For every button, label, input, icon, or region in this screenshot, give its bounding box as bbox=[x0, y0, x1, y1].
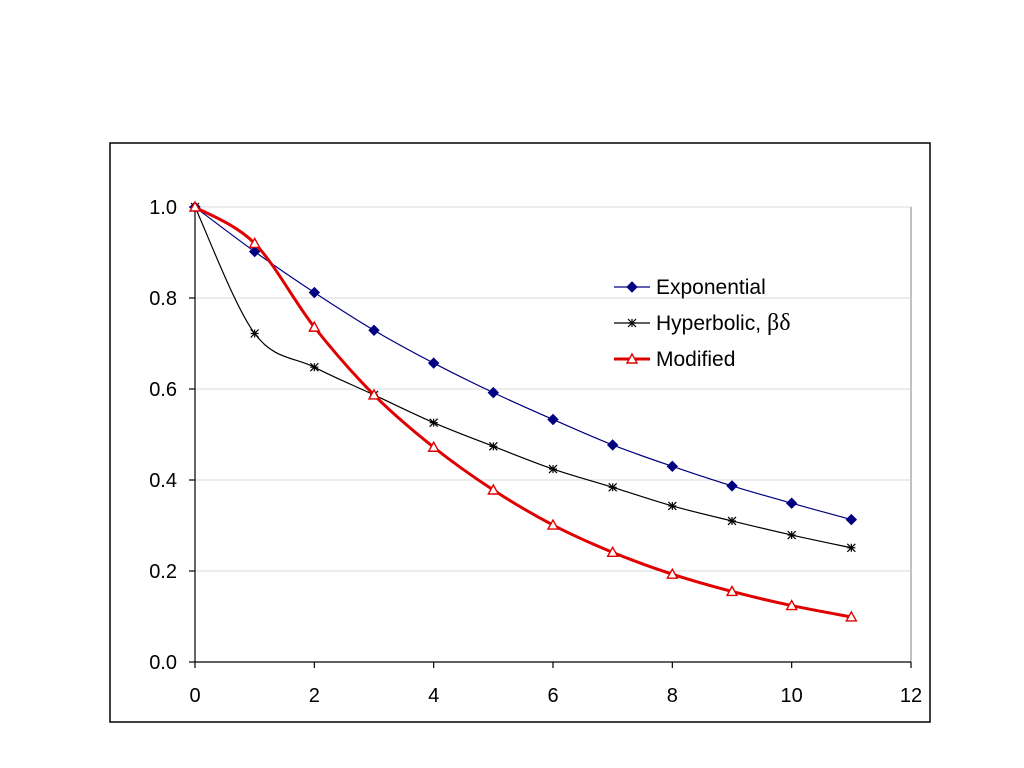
data-point-triangle bbox=[546, 518, 560, 530]
y-tick-label: 0.8 bbox=[149, 288, 177, 310]
data-point-triangle bbox=[606, 545, 619, 558]
y-tick-label: 0.6 bbox=[149, 379, 177, 401]
x-tick-label: 10 bbox=[781, 685, 803, 707]
data-point-triangle bbox=[725, 585, 739, 597]
y-tick-label: 1.0 bbox=[149, 197, 177, 219]
data-point-triangle bbox=[845, 610, 858, 622]
x-tick-label: 8 bbox=[667, 685, 678, 707]
plot-area: 0 2 4 6 8 10 12 0.0 0.2 0.4 0.6 0.8 1.0 bbox=[149, 197, 922, 707]
legend-marker-triangle bbox=[625, 352, 639, 364]
data-point-triangle bbox=[666, 567, 679, 579]
data-point-triangle bbox=[367, 388, 381, 400]
data-point-triangle bbox=[427, 440, 440, 452]
y-tick-label: 0.2 bbox=[149, 561, 177, 583]
data-point-diamond bbox=[308, 286, 321, 299]
data-point-diamond bbox=[726, 480, 738, 492]
data-point-triangle bbox=[248, 236, 261, 249]
y-tick-label: 0.4 bbox=[149, 470, 177, 492]
legend-label: Modified bbox=[656, 348, 735, 371]
legend-label: Hyperbolic, βδ bbox=[656, 310, 791, 336]
data-point-diamond bbox=[666, 460, 679, 473]
data-point-diamond bbox=[785, 497, 798, 509]
data-point-asterisk bbox=[488, 441, 498, 451]
data-point-diamond bbox=[845, 513, 858, 526]
x-tick-label: 0 bbox=[189, 685, 200, 707]
data-point-triangle bbox=[188, 200, 202, 212]
data-point-asterisk bbox=[309, 362, 319, 372]
data-point-asterisk bbox=[608, 482, 618, 492]
legend-marker-diamond bbox=[626, 281, 638, 293]
data-point-triangle bbox=[308, 320, 321, 332]
data-point-diamond bbox=[487, 386, 500, 399]
data-point-triangle bbox=[785, 599, 798, 611]
data-point-diamond bbox=[606, 439, 619, 451]
data-point-triangle bbox=[487, 483, 500, 495]
x-tick-label: 2 bbox=[309, 685, 320, 707]
plot-area-border bbox=[194, 206, 912, 663]
data-point-asterisk bbox=[667, 501, 677, 511]
legend-label-greek: βδ bbox=[767, 310, 791, 336]
x-tick-label: 12 bbox=[900, 685, 922, 707]
x-tick-label: 4 bbox=[428, 685, 439, 707]
y-tick-label: 0.0 bbox=[149, 652, 177, 674]
data-point-diamond bbox=[368, 324, 380, 337]
legend: Exponential Hyperbolic, βδ Modified bbox=[614, 276, 791, 371]
legend-marker-asterisk bbox=[627, 318, 637, 328]
legend-label: Exponential bbox=[656, 276, 766, 299]
data-point-asterisk bbox=[548, 464, 558, 474]
data-point-diamond bbox=[547, 413, 559, 426]
data-point-asterisk bbox=[429, 418, 439, 428]
x-tick-label: 6 bbox=[547, 685, 558, 707]
data-point-asterisk bbox=[846, 543, 856, 553]
data-point-asterisk bbox=[250, 329, 260, 338]
data-point-asterisk bbox=[787, 530, 797, 540]
data-point-diamond bbox=[248, 245, 261, 258]
data-point-diamond bbox=[427, 357, 440, 369]
data-point-asterisk bbox=[727, 516, 737, 526]
